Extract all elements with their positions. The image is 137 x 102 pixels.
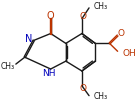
Text: O: O: [79, 12, 86, 21]
Text: CH₃: CH₃: [1, 62, 15, 71]
Text: NH: NH: [42, 69, 56, 78]
Text: O: O: [47, 11, 55, 21]
Text: OH: OH: [122, 49, 136, 58]
Text: O: O: [79, 84, 86, 93]
Text: O: O: [118, 29, 125, 38]
Text: CH₃: CH₃: [94, 92, 108, 101]
Text: N: N: [25, 34, 32, 44]
Text: CH₃: CH₃: [94, 2, 108, 11]
